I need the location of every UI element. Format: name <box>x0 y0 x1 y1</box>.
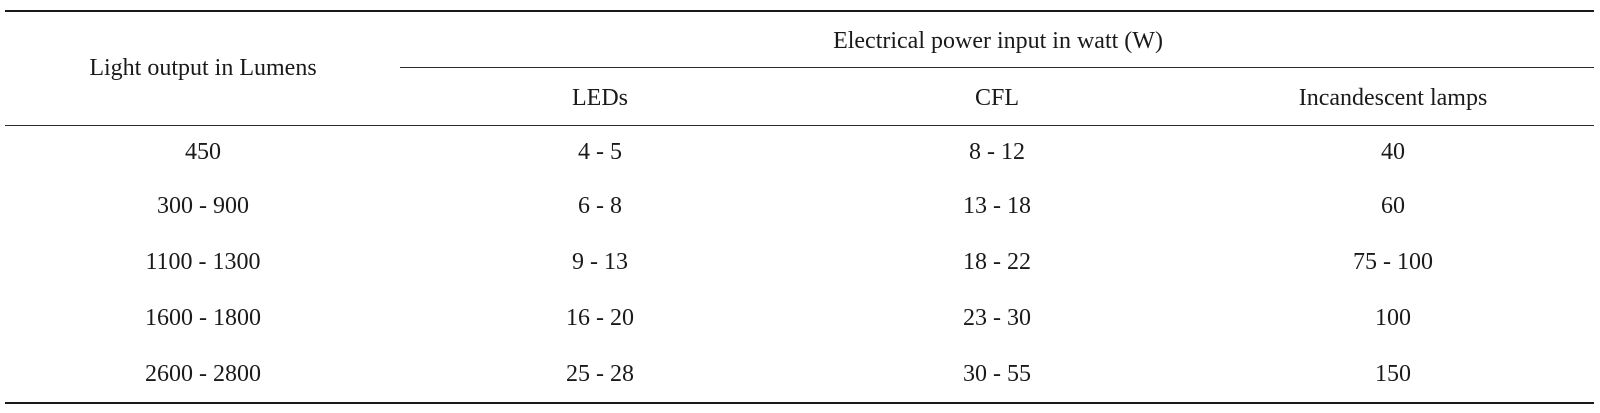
row-header-label: Light output in Lumens <box>89 55 317 81</box>
table-cell-cfl: 18 - 22 <box>963 249 1031 275</box>
table-cell-incandescent: 75 - 100 <box>1353 249 1433 275</box>
row-lumens-cell: 450 <box>185 139 221 165</box>
column-header-leds: LEDs <box>572 85 628 111</box>
table-cell-cfl: 13 - 18 <box>963 193 1031 219</box>
table-cell-leds: 4 - 5 <box>578 139 622 165</box>
column-header-incandescent: Incandescent lamps <box>1298 85 1488 111</box>
column-header-cfl: CFL <box>974 85 1020 111</box>
table-cell-leds: 6 - 8 <box>578 193 622 219</box>
row-lumens-cell: 300 - 900 <box>157 193 249 219</box>
table-cell-leds: 16 - 20 <box>566 305 634 331</box>
table-cell-cfl: 8 - 12 <box>969 139 1025 165</box>
row-lumens-cell: 1600 - 1800 <box>145 305 261 331</box>
table-bottom-rule <box>5 402 1594 404</box>
table-cell-cfl: 23 - 30 <box>963 305 1031 331</box>
table-cell-incandescent: 60 <box>1381 193 1405 219</box>
table-cell-incandescent: 100 <box>1375 305 1411 331</box>
table-cell-leds: 25 - 28 <box>566 361 634 387</box>
table-cell-incandescent: 150 <box>1375 361 1411 387</box>
row-lumens-cell: 2600 - 2800 <box>145 361 261 387</box>
group-header-underline <box>400 67 1594 68</box>
table-top-rule <box>5 10 1594 12</box>
group-header-label: Electrical power input in watt (W) <box>833 28 1163 54</box>
row-lumens-cell: 1100 - 1300 <box>145 249 261 275</box>
header-bottom-rule <box>5 125 1594 126</box>
table-cell-incandescent: 40 <box>1381 139 1405 165</box>
table-cell-leds: 9 - 13 <box>572 249 628 275</box>
table-cell-cfl: 30 - 55 <box>963 361 1031 387</box>
